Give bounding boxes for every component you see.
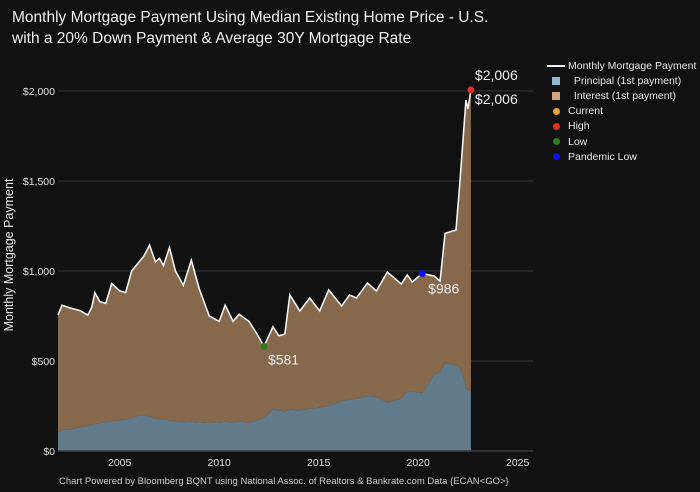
legend-item[interactable]: Monthly Mortgage Payment xyxy=(546,58,696,73)
y-tick-label: $0 xyxy=(43,446,55,458)
y-tick-label: $1,000 xyxy=(23,266,55,278)
dot-swatch-icon xyxy=(546,107,566,115)
y-tick-label: $1,500 xyxy=(23,176,55,188)
legend-item[interactable]: Principal (1st payment) xyxy=(546,73,696,88)
x-tick-label: 2010 xyxy=(208,457,232,469)
annotation-label: $986 xyxy=(428,281,459,297)
annotation-label: $2,006 xyxy=(475,91,518,107)
legend-label: High xyxy=(568,120,590,133)
legend-label: Current xyxy=(568,105,604,118)
legend-item[interactable]: High xyxy=(546,119,696,134)
square-swatch-icon xyxy=(546,76,566,85)
legend: Monthly Mortgage Payment Principal (1st … xyxy=(546,58,696,164)
chart-title-line-2: with a 20% Down Payment & Average 30Y Mo… xyxy=(12,30,412,47)
chart-title-line-1: Monthly Mortgage Payment Using Median Ex… xyxy=(12,9,489,26)
legend-item[interactable]: Low xyxy=(546,134,696,149)
high-marker xyxy=(467,86,475,94)
payment-line xyxy=(57,89,472,349)
annotation-label: $2,006 xyxy=(475,67,518,83)
areas xyxy=(57,89,472,451)
x-tick-label: 2005 xyxy=(108,457,132,469)
axes: $0 $500 $1,000 $1,500 $2,000 2005 2010 2015 2020… xyxy=(23,86,533,469)
legend-item[interactable]: Pandemic Low xyxy=(546,149,696,164)
annotation-label: $581 xyxy=(268,351,299,367)
legend-label: Monthly Mortgage Payment xyxy=(568,59,697,72)
legend-label: Pandemic Low xyxy=(568,150,637,163)
interest-area xyxy=(58,89,471,433)
square-swatch-icon xyxy=(546,91,566,100)
line-swatch-icon xyxy=(546,64,566,67)
principal-area xyxy=(58,362,471,451)
y-tick-label: $2,000 xyxy=(23,86,55,98)
x-tick-label: 2015 xyxy=(307,457,331,469)
markers: $2,006 $2,006 $581 $986 xyxy=(260,67,518,367)
legend-label: Interest (1st payment) xyxy=(568,89,676,102)
legend-label: Low xyxy=(568,135,588,148)
dot-swatch-icon xyxy=(546,122,566,130)
x-tick-label: 2020 xyxy=(407,457,431,469)
y-tick-label: $500 xyxy=(32,356,56,368)
legend-item[interactable]: Current xyxy=(546,104,696,119)
y-axis-label: Monthly Mortgage Payment xyxy=(2,178,16,331)
dot-swatch-icon xyxy=(546,138,566,146)
dot-swatch-icon xyxy=(546,153,566,161)
x-tick-label: 2025 xyxy=(506,457,530,469)
legend-label: Principal (1st payment) xyxy=(568,74,682,87)
footer-source: Chart Powered by Bloomberg BQNT using Na… xyxy=(59,476,509,487)
low-marker xyxy=(260,342,268,350)
legend-item[interactable]: Interest (1st payment) xyxy=(546,88,696,103)
pandemic-low-marker xyxy=(418,270,426,278)
